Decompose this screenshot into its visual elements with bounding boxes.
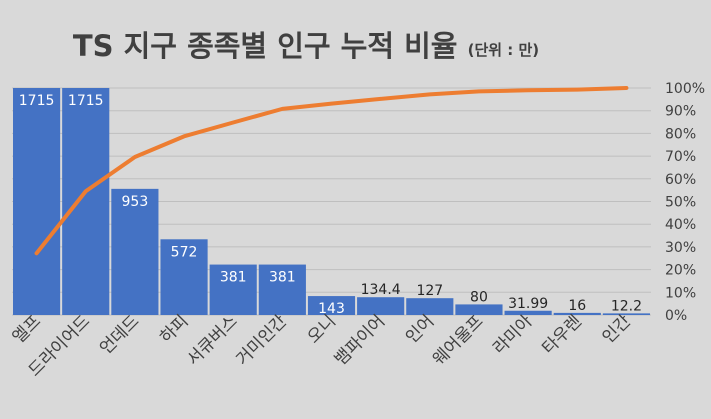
x-tick-label: 인간: [599, 311, 636, 348]
x-tick-label: 하피: [156, 311, 192, 347]
chart-title: TS 지구 종족별 인구 누적 비율 (단위 : 만): [73, 29, 539, 63]
bar-data-label: 80: [470, 289, 488, 305]
y2-tick-label: 30%: [665, 240, 696, 256]
y2-tick-label: 0%: [665, 308, 687, 324]
chart-title-unit: (단위 : 만): [468, 41, 540, 59]
x-tick-label: 뱀파이어: [331, 311, 389, 369]
x-tick-label: 거미인간: [233, 311, 292, 370]
bar: [406, 298, 454, 315]
y2-tick-label: 70%: [665, 149, 696, 165]
y2-tick-label: 40%: [665, 217, 696, 233]
bar: [62, 88, 110, 315]
x-tick-label: 웨어울프: [429, 311, 487, 369]
y2-tick-label: 10%: [665, 285, 696, 301]
x-tick-label: 인어: [402, 311, 438, 347]
right-axis: 0% 10% 20% 30% 40% 50% 60% 70% 80% 90% 100%: [665, 81, 705, 324]
y2-tick-label: 50%: [665, 195, 696, 211]
x-tick-label: 타우렌: [538, 311, 585, 358]
x-tick-label: 라미아: [489, 311, 537, 359]
y2-tick-label: 100%: [665, 81, 705, 97]
bar-data-labels: 1715 1715 953 572 381 381 143 134.4 127 80 31.99 16…: [19, 93, 642, 317]
chart-title-main: TS 지구 종족별 인구 누적 비율: [73, 29, 458, 63]
cumulative-line-series: [34, 86, 629, 256]
bar: [504, 310, 552, 315]
bar: [307, 296, 356, 315]
bar: [258, 264, 306, 315]
bar-data-label: 12.2: [611, 298, 642, 314]
bar-data-label: 31.99: [508, 296, 548, 312]
x-tick-label: 서큐버스: [183, 311, 241, 369]
bar-data-label: 127: [416, 283, 443, 299]
bar-data-label: 953: [122, 194, 149, 210]
bar-series: [13, 88, 650, 315]
bar: [209, 264, 257, 315]
bar: [13, 88, 61, 315]
y2-tick-label: 90%: [665, 104, 696, 120]
x-tick-label: 언데드: [96, 311, 143, 358]
bar: [602, 313, 650, 315]
bar-data-label: 16: [568, 298, 586, 314]
bar-data-label: 381: [220, 270, 247, 286]
bar-data-label: 381: [269, 270, 296, 286]
bar-data-label: 134.4: [361, 282, 401, 298]
x-tick-label: 엘프: [9, 311, 45, 347]
bar-data-label: 1715: [19, 93, 55, 109]
bar: [111, 188, 159, 315]
y2-tick-label: 80%: [665, 126, 696, 142]
y2-tick-label: 60%: [665, 172, 696, 188]
bar: [160, 239, 208, 315]
bar-data-label: 572: [171, 244, 198, 260]
y2-tick-label: 20%: [665, 263, 696, 279]
bar-data-label: 143: [318, 301, 345, 317]
bar: [357, 297, 405, 315]
bar: [455, 304, 503, 315]
bar: [553, 312, 601, 315]
bar-data-label: 1715: [68, 93, 104, 109]
